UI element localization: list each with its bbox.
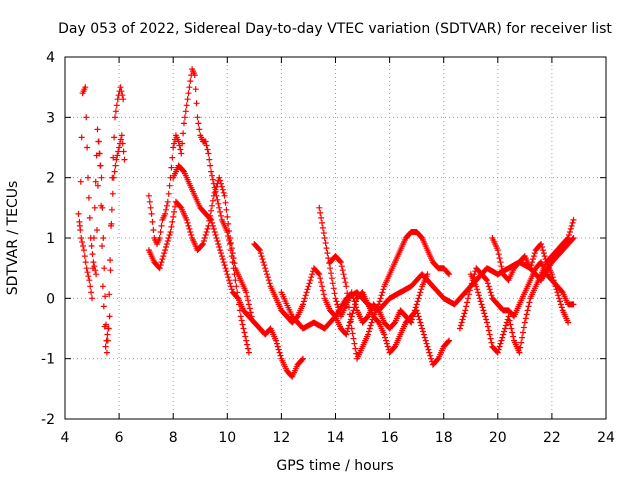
series-B: [76, 84, 127, 356]
series-K: [467, 216, 577, 356]
y-tick-label: 4: [46, 50, 55, 66]
x-axis-label: GPS time / hours: [276, 458, 393, 474]
y-tick-label: 3: [46, 110, 55, 126]
data-point-markers: [489, 235, 572, 326]
y-tick-label: -2: [41, 412, 55, 428]
x-tick-label: 10: [218, 430, 236, 446]
y-axis-label: SDTVAR / TECUs: [5, 181, 21, 296]
x-tick-label: 20: [489, 430, 507, 446]
series-F: [251, 229, 453, 338]
series-L: [489, 235, 572, 326]
series-I: [316, 204, 431, 332]
x-tick-label: 12: [272, 430, 290, 446]
x-tick-label: 6: [115, 430, 124, 446]
x-tick-label: 22: [543, 430, 561, 446]
data-point-markers: [170, 162, 306, 380]
y-tick-label: -1: [41, 352, 55, 368]
series-D: [145, 174, 255, 320]
y-tick-label: 0: [46, 291, 55, 307]
data-point-markers: [76, 84, 127, 356]
y-tick-label: 2: [46, 171, 55, 187]
data-point-markers: [251, 229, 453, 338]
x-tick-label: 24: [597, 430, 615, 446]
x-tick-label: 18: [435, 430, 453, 446]
x-tick-label: 8: [169, 430, 178, 446]
data-point-markers: [145, 174, 255, 320]
grid-lines: [65, 57, 606, 419]
x-tick-label: 4: [61, 430, 70, 446]
data-point-markers: [467, 216, 577, 356]
x-tick-label: 16: [381, 430, 399, 446]
x-tick-label: 14: [327, 430, 345, 446]
y-tick-label: 1: [46, 231, 55, 247]
data-point-markers: [145, 66, 252, 356]
series-C: [145, 66, 252, 356]
data-series: [75, 66, 577, 380]
chart-title: Day 053 of 2022, Sidereal Day-to-day VTE…: [58, 21, 612, 37]
data-point-markers: [316, 204, 431, 332]
plot-frame: [64, 56, 607, 420]
series-E: [170, 162, 306, 380]
